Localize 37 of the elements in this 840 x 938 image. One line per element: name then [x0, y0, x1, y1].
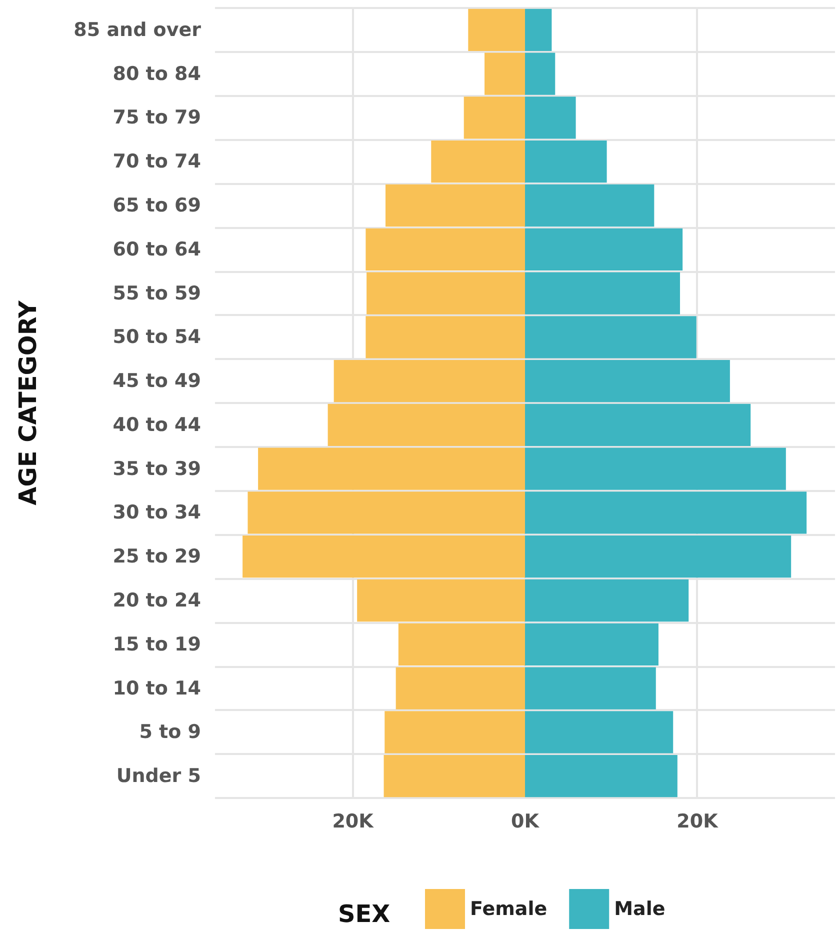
bar	[468, 8, 525, 52]
y-tick-label: 65 to 69	[112, 194, 201, 216]
bar	[386, 184, 525, 227]
y-tick-label: 80 to 84	[112, 62, 201, 85]
y-tick-label: 5 to 9	[139, 721, 201, 744]
y-tick-label: 15 to 19	[112, 633, 201, 656]
y-tick-label: 10 to 14	[112, 677, 201, 700]
bar	[525, 404, 751, 446]
y-tick-label: 40 to 44	[112, 414, 201, 436]
x-tick-label: 20K	[676, 810, 720, 832]
y-tick-label: 60 to 64	[112, 238, 201, 260]
y-tick-label: 75 to 79	[112, 106, 201, 129]
y-tick-label: 70 to 74	[112, 150, 201, 173]
y-tick-label: 45 to 49	[112, 370, 201, 392]
y-tick-label: 25 to 29	[112, 546, 201, 568]
y-tick-label: 30 to 34	[112, 502, 201, 524]
bar	[525, 579, 689, 622]
bar	[328, 404, 525, 446]
y-tick-label: 50 to 54	[112, 326, 201, 348]
x-tick-label: 20K	[332, 810, 375, 832]
bar	[525, 360, 730, 402]
y-tick-label: 55 to 59	[112, 282, 201, 304]
x-tick-label: 0K	[511, 810, 540, 832]
y-tick-label: Under 5	[116, 765, 201, 788]
legend-title: SEX	[338, 900, 391, 928]
bar	[334, 360, 525, 402]
legend-label: Female	[470, 898, 548, 920]
y-tick-label: 35 to 39	[112, 458, 201, 480]
y-axis-title: AGE CATEGORY	[14, 300, 42, 506]
y-tick-label: 85 and over	[74, 18, 202, 41]
bar	[525, 184, 654, 227]
legend-label: Male	[614, 898, 666, 920]
bar	[525, 8, 552, 52]
y-tick-label: 20 to 24	[112, 590, 201, 612]
bar	[525, 754, 678, 798]
bar	[357, 579, 525, 622]
bar	[384, 754, 525, 798]
